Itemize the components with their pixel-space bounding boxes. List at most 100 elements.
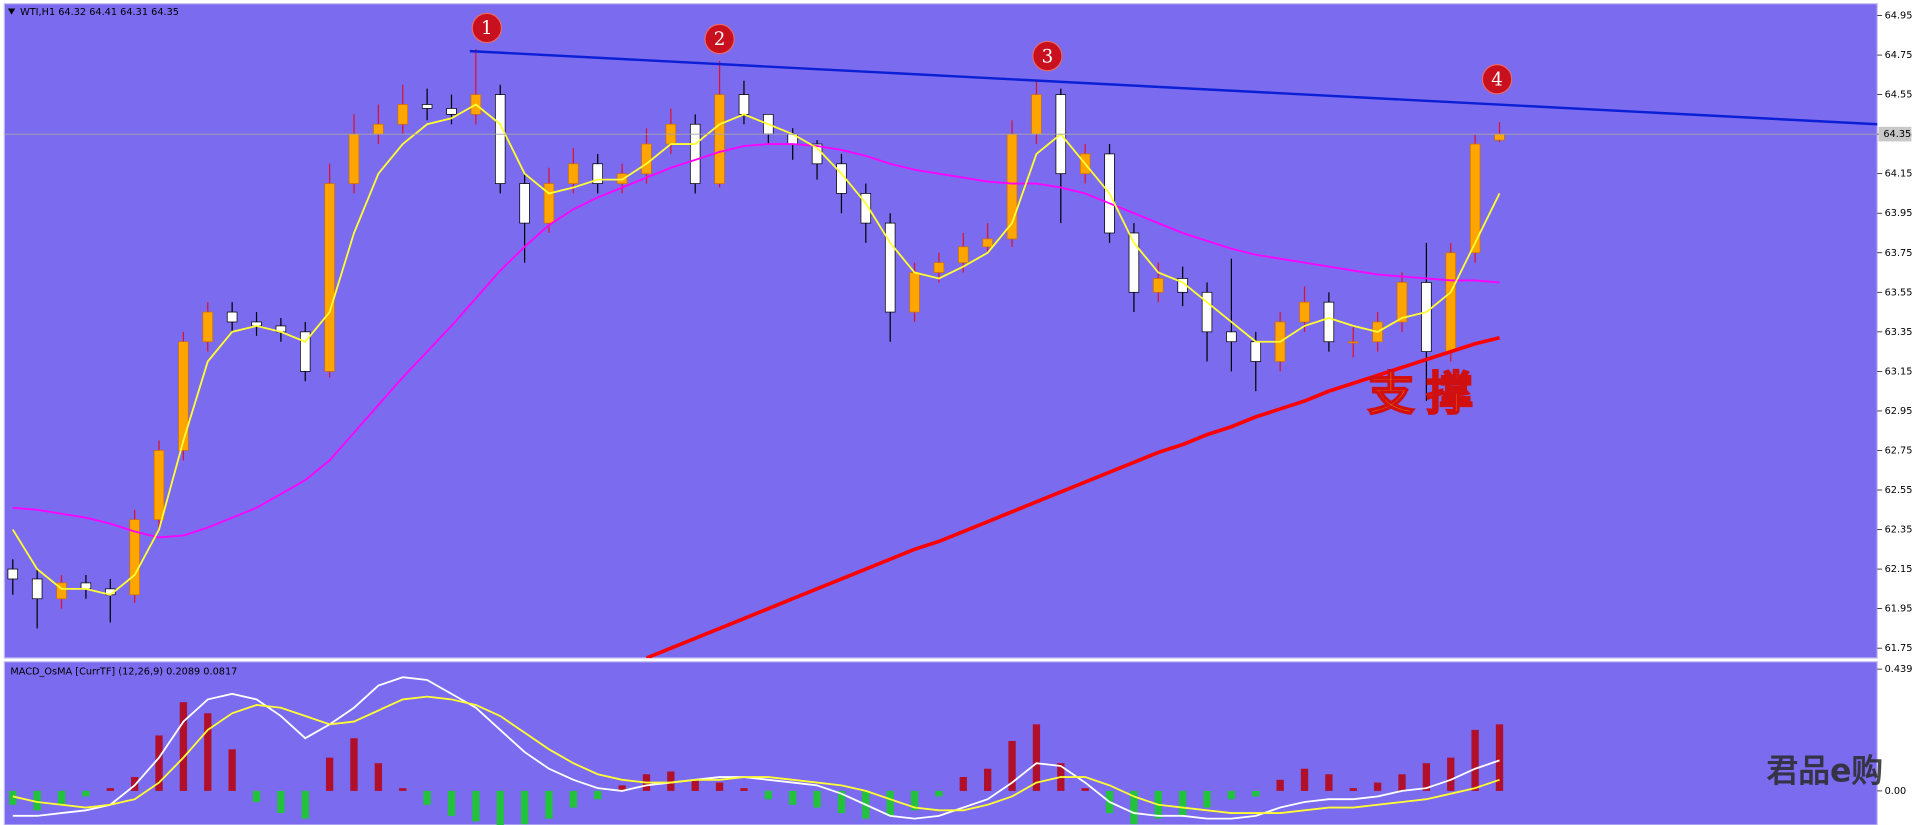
candle-body xyxy=(1421,282,1432,352)
indicator-line xyxy=(12,676,1500,820)
histogram-bar xyxy=(1008,740,1016,791)
histogram-bar xyxy=(1179,790,1187,816)
histogram-bar xyxy=(520,790,529,825)
candle-body xyxy=(1494,133,1505,141)
histogram-bar xyxy=(325,757,334,791)
histogram-bar xyxy=(277,790,285,814)
candle-body xyxy=(153,450,165,521)
histogram-bar xyxy=(569,790,578,808)
candle-body xyxy=(373,123,384,135)
candle-body xyxy=(1396,282,1408,323)
histogram-bar xyxy=(204,713,212,791)
histogram-bar xyxy=(1373,782,1382,791)
indicator-line xyxy=(12,143,1500,539)
symbol-header: WTI,H1 64.32 64.41 64.31 64.35 xyxy=(20,7,179,18)
histogram-bar xyxy=(1227,790,1236,800)
trendline xyxy=(469,49,1878,126)
candle-body xyxy=(689,123,701,184)
histogram-bar xyxy=(715,782,724,791)
histogram-bar xyxy=(789,790,797,805)
candle-body xyxy=(7,568,19,580)
y-tick-label: 0.00 xyxy=(1885,786,1907,797)
histogram-bar xyxy=(350,738,358,791)
histogram-bar xyxy=(1447,757,1455,791)
macd-plot xyxy=(9,676,1504,825)
histogram-bar xyxy=(82,790,90,797)
histogram-bar xyxy=(252,790,261,802)
histogram-bar xyxy=(984,768,992,791)
price-plot xyxy=(4,49,1878,659)
y-tick-label: 61.95 xyxy=(1885,604,1912,615)
candle-body xyxy=(421,104,433,109)
histogram-bar xyxy=(935,790,943,797)
candle-body xyxy=(129,519,140,596)
histogram-bar xyxy=(813,790,821,808)
histogram-bar xyxy=(496,790,504,825)
peak-marker xyxy=(1481,63,1513,95)
histogram-bar xyxy=(57,790,66,805)
peak-marker-label: 3 xyxy=(1042,46,1054,67)
histogram-bar xyxy=(1300,768,1309,791)
last-price-label: 64.35 xyxy=(1883,129,1911,140)
y-tick-label: 0.4393 xyxy=(1885,664,1912,675)
candle-body xyxy=(300,331,311,372)
candle-body xyxy=(884,222,896,313)
histogram-bar xyxy=(33,790,41,811)
candle-body xyxy=(202,311,214,343)
candle-body xyxy=(1250,341,1262,362)
candle-body xyxy=(543,183,555,224)
candle-body xyxy=(1226,331,1237,343)
candle-body xyxy=(178,341,189,451)
histogram-bar xyxy=(131,777,139,791)
y-tick-label: 64.95 xyxy=(1885,11,1912,22)
menu-arrow xyxy=(7,8,16,15)
histogram-bar xyxy=(447,790,456,816)
y-tick-label: 62.15 xyxy=(1885,564,1912,575)
y-tick-label: 63.55 xyxy=(1885,287,1912,298)
histogram-bar xyxy=(837,790,846,814)
y-tick-label: 61.75 xyxy=(1885,643,1912,654)
histogram-bar xyxy=(374,763,383,791)
histogram-bar xyxy=(1276,779,1284,791)
histogram-bar xyxy=(399,788,407,791)
macd-pane xyxy=(3,661,1878,825)
y-tick-label: 62.95 xyxy=(1885,406,1912,417)
candle-body xyxy=(1201,291,1213,333)
peak-marker xyxy=(471,12,503,44)
candle-body xyxy=(348,133,360,184)
axes: 64.95 64.75 64.55 64.35 64.15 63.95 63.75 63.55… xyxy=(1877,11,1912,797)
histogram-bar xyxy=(1471,729,1479,791)
peak-marker xyxy=(1032,40,1063,72)
candle-body xyxy=(446,108,457,115)
histogram-bar xyxy=(472,790,480,822)
candle-body xyxy=(519,183,530,224)
histogram-bar xyxy=(106,788,114,791)
candle-body xyxy=(494,94,506,184)
peak-marker-label: 4 xyxy=(1491,69,1503,90)
candle-body xyxy=(909,272,920,313)
histogram-bar xyxy=(423,790,431,805)
y-tick-label: 62.35 xyxy=(1885,525,1912,536)
candle-body xyxy=(1299,301,1310,323)
candle-body xyxy=(226,311,238,323)
histogram-bar xyxy=(1398,774,1406,791)
y-tick-label: 64.15 xyxy=(1885,169,1912,180)
histogram-bar xyxy=(155,735,163,791)
histogram-bar xyxy=(9,790,17,805)
candle-body xyxy=(1445,252,1456,352)
histogram-bar xyxy=(1081,788,1089,791)
candle-body xyxy=(56,582,67,600)
histogram-bar xyxy=(1325,774,1333,791)
y-tick-label: 62.75 xyxy=(1885,445,1912,456)
histogram-bar xyxy=(691,779,699,791)
candle-body xyxy=(641,143,652,175)
histogram-bar xyxy=(1130,790,1138,825)
candle-body xyxy=(31,578,43,600)
peak-marker xyxy=(704,23,735,55)
y-tick-label: 63.15 xyxy=(1885,366,1912,377)
y-tick-label: 64.55 xyxy=(1885,90,1912,101)
histogram-bar xyxy=(886,790,894,816)
histogram-bar xyxy=(910,790,919,811)
histogram-bar xyxy=(740,788,748,791)
